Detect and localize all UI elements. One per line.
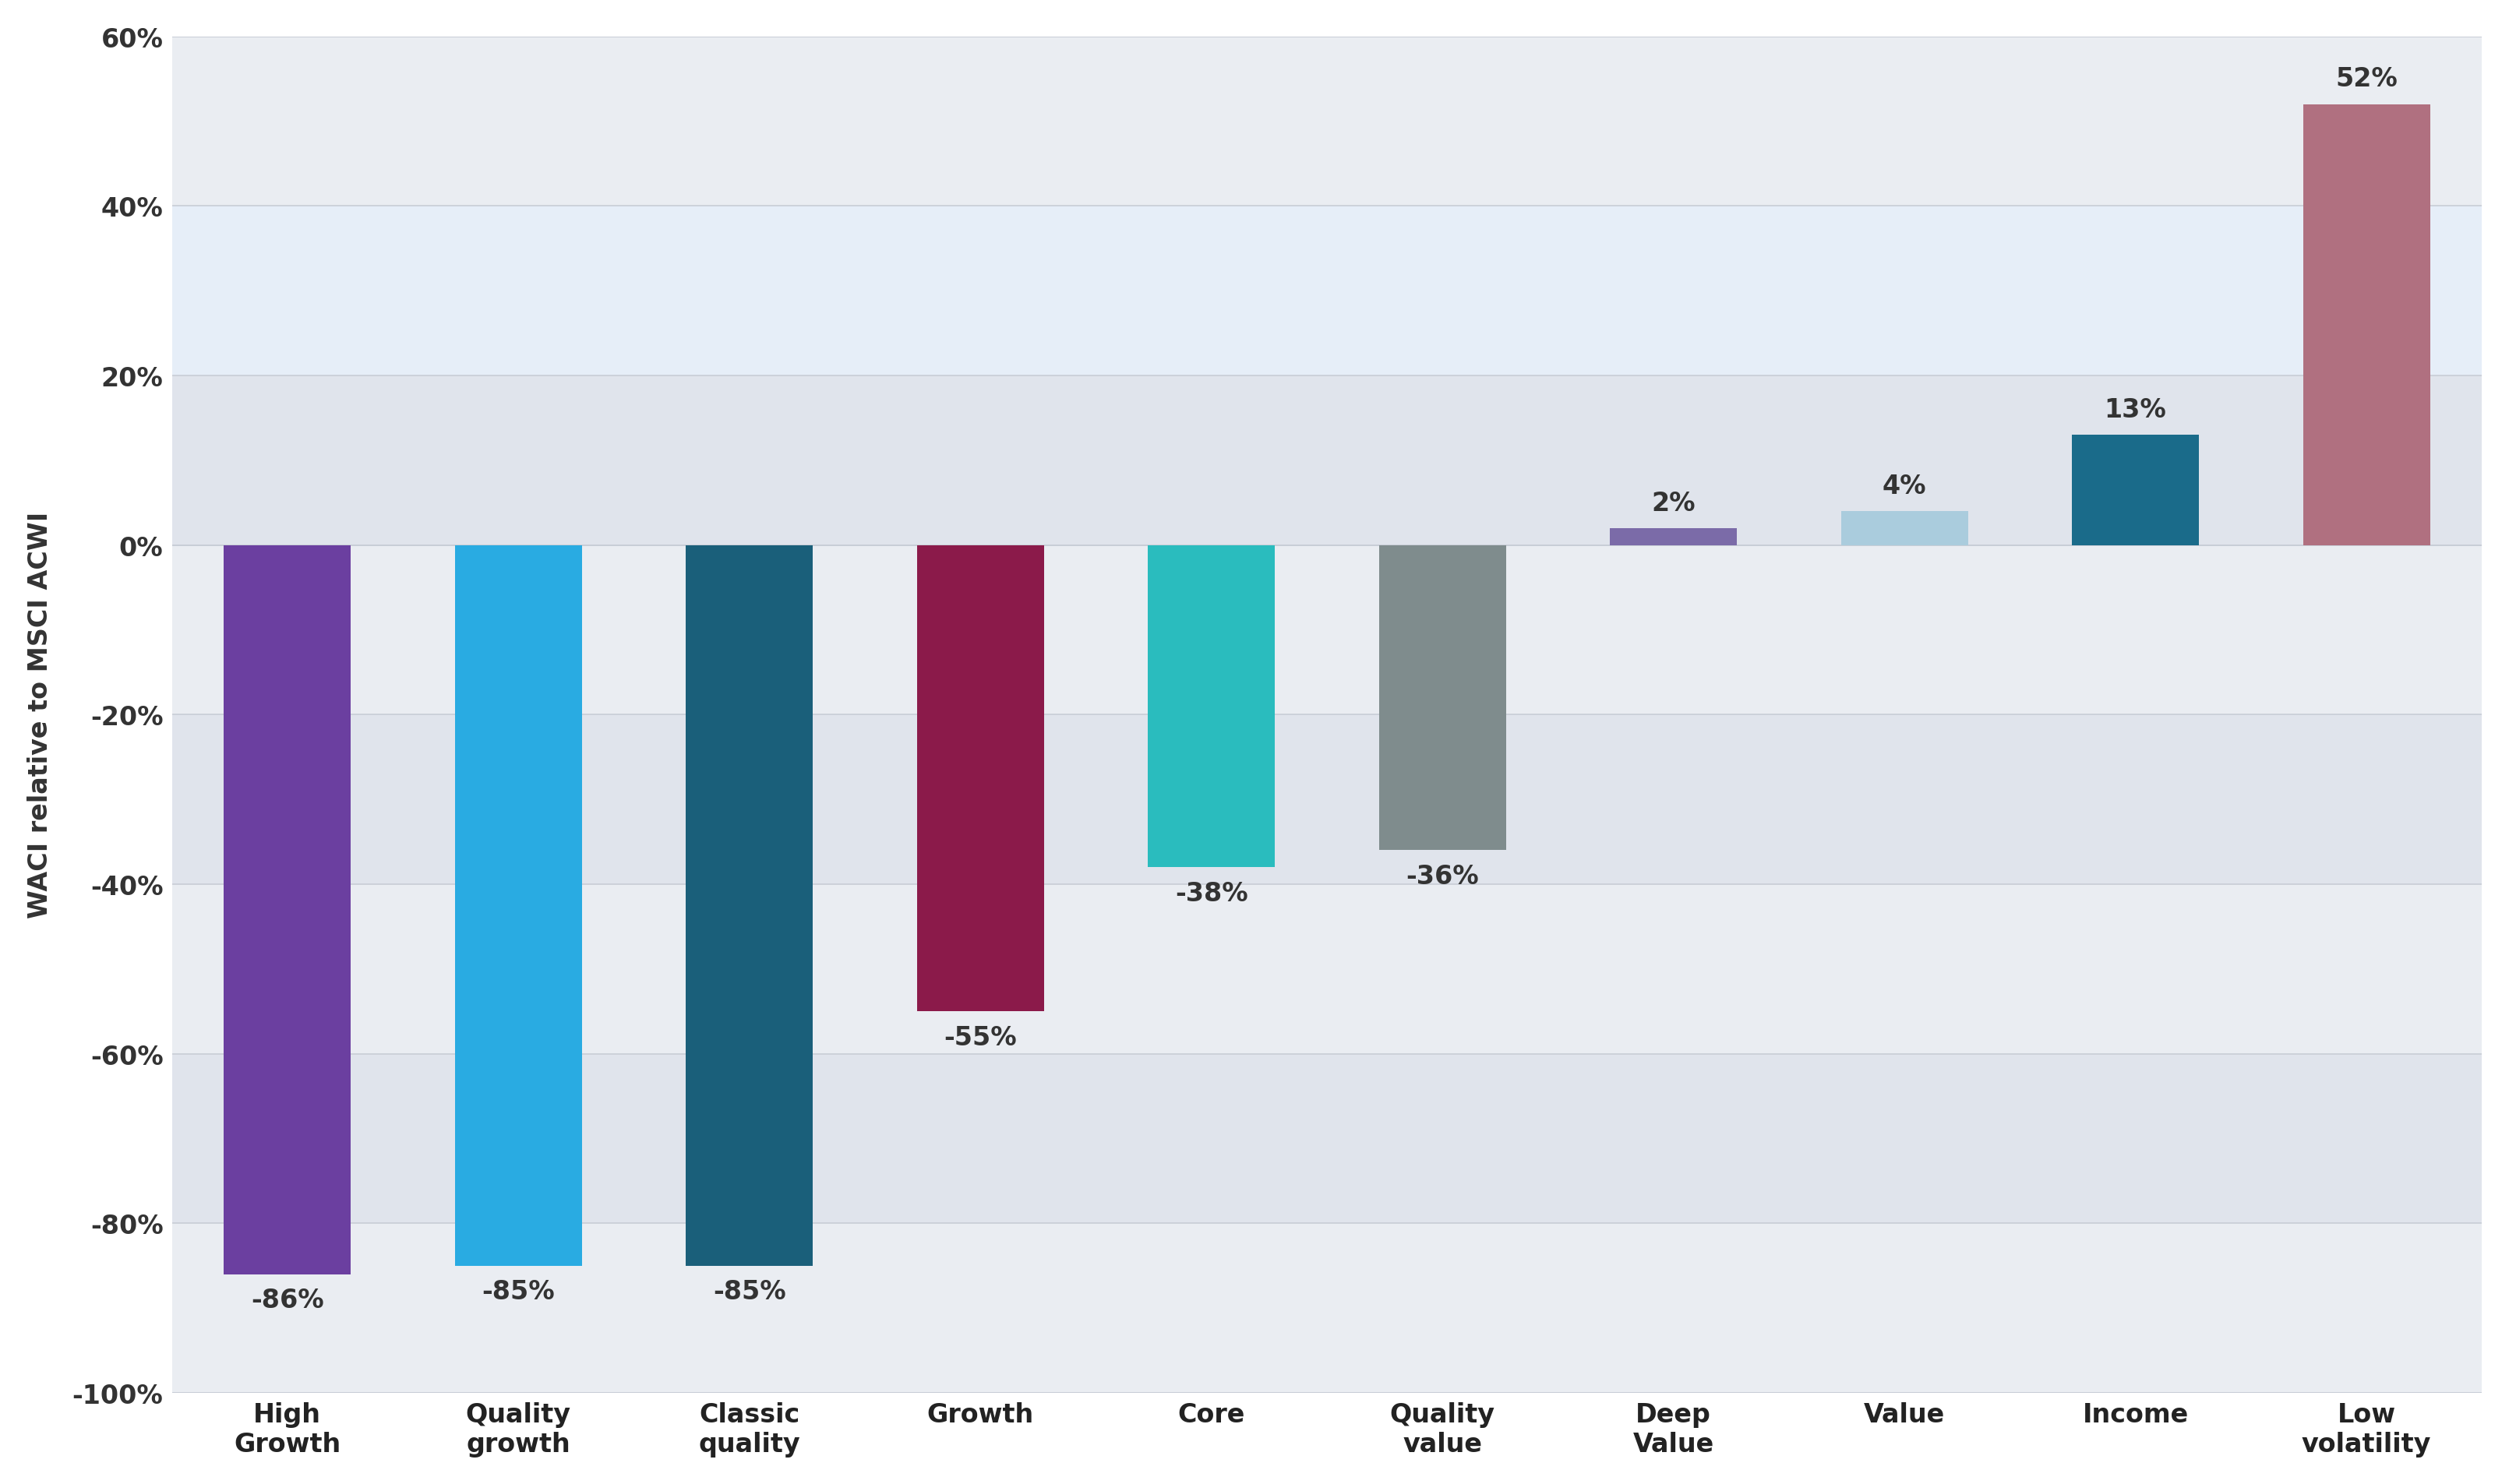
Text: 4%: 4% (1882, 473, 1927, 499)
Bar (685, 546, 813, 1266)
Text: -85%: -85% (482, 1279, 554, 1304)
Bar (173, 1054, 2481, 1223)
Text: 52%: 52% (2336, 67, 2399, 92)
Bar (223, 546, 351, 1275)
Bar (173, 884, 2481, 1054)
Bar (173, 546, 2481, 715)
Text: 13%: 13% (2105, 398, 2165, 423)
Y-axis label: WACI relative to MSCI ACWI: WACI relative to MSCI ACWI (28, 512, 53, 919)
Bar (173, 715, 2481, 884)
Bar (916, 546, 1044, 1012)
Bar (173, 37, 2481, 206)
Bar (2303, 105, 2431, 546)
Text: -55%: -55% (943, 1024, 1016, 1051)
Bar (1611, 528, 1736, 546)
Text: -86%: -86% (251, 1287, 324, 1313)
Text: -36%: -36% (1405, 864, 1478, 889)
Text: 2%: 2% (1651, 490, 1696, 516)
Bar (173, 375, 2481, 546)
Bar (1380, 546, 1505, 850)
Bar (1842, 512, 1967, 546)
Bar (173, 1223, 2481, 1393)
Bar (454, 546, 582, 1266)
Text: -38%: -38% (1174, 880, 1247, 905)
Text: -85%: -85% (713, 1279, 785, 1304)
Bar (2072, 435, 2198, 546)
Bar (1149, 546, 1275, 868)
Bar (173, 206, 2481, 375)
